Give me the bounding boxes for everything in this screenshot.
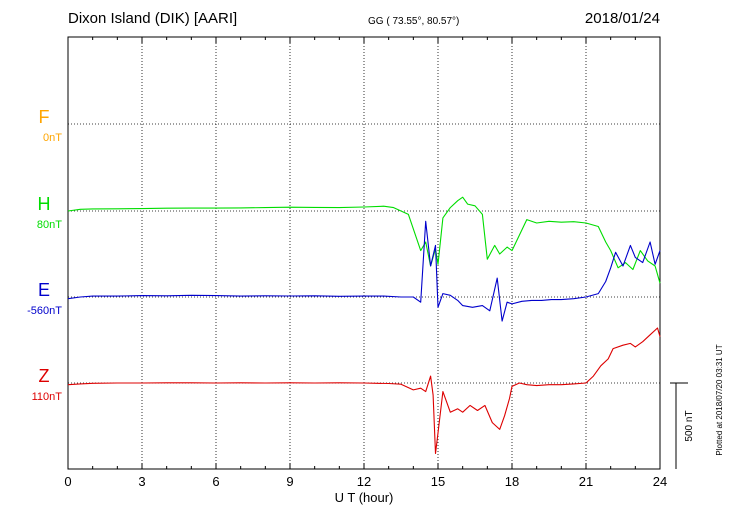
x-tick-label: 12 <box>357 474 371 489</box>
scale-bar-label: 500 nT <box>684 410 695 441</box>
series-line-z <box>67 327 661 455</box>
x-tick-label: 15 <box>431 474 445 489</box>
coordinates-label: GG ( 73.55°, 80.57°) <box>368 16 460 27</box>
date-label: 2018/01/24 <box>584 10 660 27</box>
component-baseline-z: 110nT <box>32 391 63 403</box>
series-line-h <box>67 196 661 284</box>
x-tick-label: 18 <box>505 474 519 489</box>
x-tick-label: 9 <box>286 474 293 489</box>
component-letter-f: F <box>39 107 50 127</box>
component-letter-z: Z <box>39 366 50 386</box>
x-tick-label: 21 <box>579 474 593 489</box>
series-line-e <box>67 220 661 322</box>
plotted-at-note: Plotted at 2018/07/20 03:31 UT <box>715 344 724 455</box>
x-tick-label: 6 <box>212 474 219 489</box>
component-baseline-h: 80nT <box>37 219 62 231</box>
station-title: Dixon Island (DIK) [AARI] <box>68 10 238 27</box>
x-tick-label: 0 <box>64 474 71 489</box>
x-tick-label: 3 <box>138 474 145 489</box>
component-baseline-e: -560nT <box>27 305 62 317</box>
x-tick-label: 24 <box>653 474 667 489</box>
component-baseline-f: 0nT <box>43 132 62 144</box>
component-letter-h: H <box>38 194 51 214</box>
x-axis-label: U T (hour) <box>335 490 394 505</box>
component-letter-e: E <box>38 280 50 300</box>
